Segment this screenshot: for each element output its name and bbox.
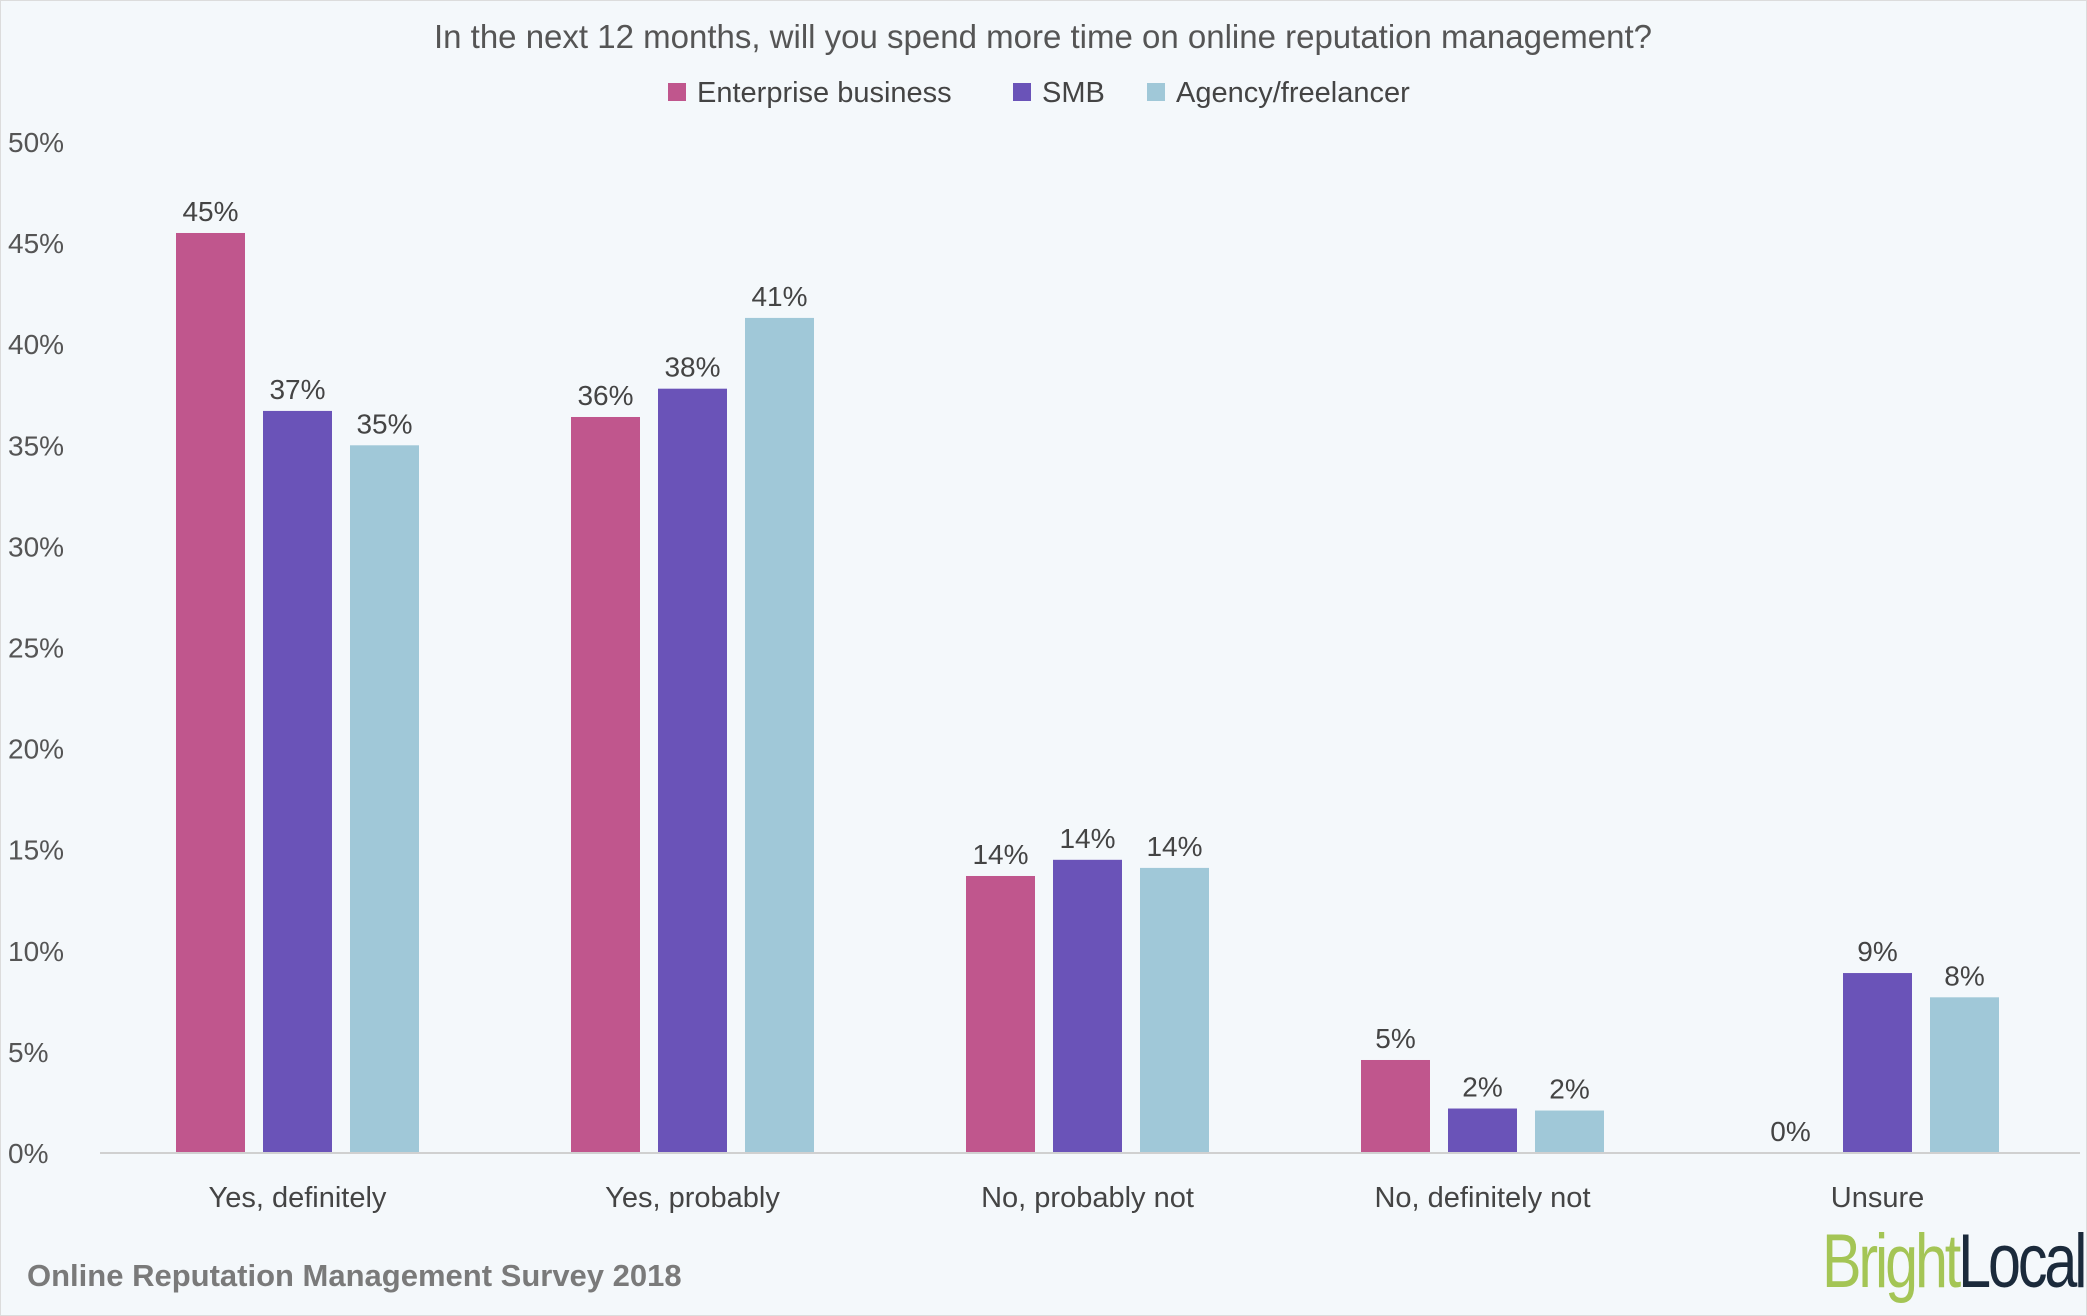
data-label: 35%: [356, 408, 412, 439]
y-tick-label: 15%: [8, 835, 64, 866]
y-tick-label: 40%: [8, 329, 64, 360]
bar: [658, 388, 727, 1154]
bar: [1361, 1059, 1430, 1153]
data-label: 36%: [577, 380, 633, 411]
logo-part-local: Local: [1958, 1219, 2087, 1304]
y-tick-label: 45%: [8, 228, 64, 259]
legend-label: Agency/freelancer: [1176, 77, 1410, 109]
data-label: 9%: [1857, 936, 1897, 967]
y-tick-label: 30%: [8, 531, 64, 562]
legend: Enterprise business SMB Agency/freelancer: [668, 77, 1410, 109]
legend-swatch: [1147, 83, 1165, 101]
bar: [1930, 997, 1999, 1153]
y-tick-label: 25%: [8, 633, 64, 664]
data-label: 14%: [1059, 823, 1115, 854]
bar: [1448, 1108, 1517, 1153]
bar: [1535, 1110, 1604, 1153]
legend-swatch: [1013, 83, 1031, 101]
data-label: 41%: [751, 281, 807, 312]
x-axis: Yes, definitely Yes, probably No, probably…: [209, 1182, 1925, 1214]
data-label: 14%: [1146, 831, 1202, 862]
data-label: 0%: [1770, 1116, 1810, 1147]
x-category-label: Unsure: [1831, 1182, 1925, 1214]
bar: [1053, 859, 1122, 1153]
y-tick-label: 0%: [8, 1138, 48, 1169]
y-tick-label: 5%: [8, 1037, 48, 1068]
bar: [571, 416, 640, 1153]
x-category-label: No, definitely not: [1374, 1182, 1590, 1214]
x-category-label: Yes, probably: [605, 1182, 780, 1214]
legend-label: Enterprise business: [697, 77, 952, 109]
data-label: 45%: [182, 196, 238, 227]
y-tick-label: 10%: [8, 936, 64, 967]
y-axis: 0% 5% 10% 15% 20% 25% 30% 35% 40% 45% 50%: [8, 127, 64, 1169]
data-label: 14%: [972, 839, 1028, 870]
bar: [745, 317, 814, 1153]
bar: [1140, 867, 1209, 1153]
data-label: 5%: [1375, 1023, 1415, 1054]
footer-source: Online Reputation Management Survey 2018: [27, 1258, 682, 1293]
y-tick-label: 20%: [8, 734, 64, 765]
x-category-label: No, probably not: [981, 1182, 1194, 1214]
data-label: 2%: [1462, 1072, 1502, 1103]
data-label: 2%: [1549, 1074, 1589, 1105]
logo-part-bright: Bright: [1822, 1219, 1961, 1304]
data-label: 37%: [269, 374, 325, 405]
y-tick-label: 35%: [8, 430, 64, 461]
legend-label: SMB: [1042, 77, 1105, 109]
bar: [1843, 973, 1912, 1153]
bar: [176, 232, 245, 1154]
data-label: 8%: [1944, 960, 1984, 991]
bars: 45% 37% 35% 36% 38% 41% 14% 14% 14% 5% 2% 2% 0% 9% 8%: [176, 196, 1999, 1154]
chart-title: In the next 12 months, will you spend mo…: [434, 18, 1652, 55]
brightlocal-logo: BrightLocal: [1822, 1218, 2087, 1305]
bar: [263, 410, 332, 1153]
bar: [350, 445, 419, 1153]
x-category-label: Yes, definitely: [209, 1182, 387, 1214]
bar: [966, 875, 1035, 1153]
y-tick-label: 50%: [8, 127, 64, 158]
legend-swatch: [668, 83, 686, 101]
data-label: 38%: [664, 352, 720, 383]
